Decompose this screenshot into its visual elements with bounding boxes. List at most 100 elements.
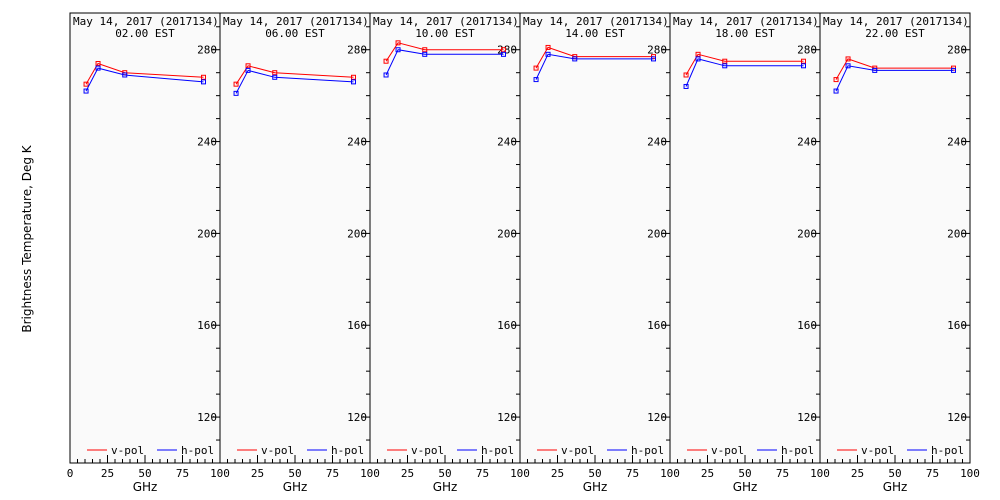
- y-tick-label: 120: [947, 411, 967, 424]
- data-point-v-pol: [683, 72, 689, 78]
- x-tick-label: 50: [288, 467, 301, 480]
- panel-time: 14.00 EST: [565, 27, 625, 40]
- data-point-h-pol: [383, 72, 389, 78]
- y-tick-label: 280: [797, 44, 817, 57]
- x-axis-label: GHz: [433, 480, 458, 494]
- data-point-h-pol: [272, 74, 278, 80]
- x-axis-label: GHz: [583, 480, 608, 494]
- data-point-v-pol: [533, 65, 539, 71]
- plot-frame: [669, 12, 821, 464]
- panel-time: 22.00 EST: [865, 27, 925, 40]
- data-point-v-pol: [272, 70, 278, 76]
- series-line-h-pol: [535, 53, 654, 80]
- x-tick-label: 50: [138, 467, 151, 480]
- y-tick-label: 280: [197, 44, 217, 57]
- x-tick-label: 50: [588, 467, 601, 480]
- plot-frame: [519, 12, 671, 464]
- series-line-h-pol: [85, 67, 204, 92]
- x-axis-label: GHz: [133, 480, 158, 494]
- x-axis-label: GHz: [733, 480, 758, 494]
- legend-label-h-pol: h-pol: [631, 444, 664, 457]
- y-tick-label: 200: [347, 227, 367, 240]
- data-point-h-pol: [395, 47, 401, 53]
- x-tick-label: 100: [510, 467, 530, 480]
- y-tick-label: 160: [347, 319, 367, 332]
- plot-frame: [369, 12, 521, 464]
- y-tick-label: 120: [197, 411, 217, 424]
- data-point-h-pol: [83, 88, 89, 94]
- y-tick-label: 240: [947, 136, 967, 149]
- x-tick-label: 75: [476, 467, 489, 480]
- data-point-v-pol: [845, 56, 851, 62]
- y-tick-label: 280: [347, 44, 367, 57]
- plot-frame: [69, 12, 221, 464]
- panel-time: 06.00 EST: [265, 27, 325, 40]
- y-tick-label: 280: [647, 44, 667, 57]
- data-point-h-pol: [951, 67, 956, 73]
- y-tick-label: 160: [197, 319, 217, 332]
- legend-label-v-pol: v-pol: [711, 444, 744, 457]
- data-point-h-pol: [422, 51, 428, 57]
- series-line-h-pol: [685, 58, 804, 87]
- x-tick-label: 75: [776, 467, 789, 480]
- data-point-h-pol: [801, 63, 806, 69]
- y-tick-label: 200: [797, 227, 817, 240]
- panel-2: May 14, 2017 (2017134)06.00 EST 120 160 200…: [219, 12, 380, 494]
- y-tick-label: 240: [197, 136, 217, 149]
- y-axis-label: Brightness Temperature, Deg K: [20, 144, 34, 332]
- data-point-h-pol: [501, 51, 506, 57]
- panel-6: May 14, 2017 (2017134)22.00 EST 120 160 200…: [819, 12, 980, 494]
- x-tick-label: 50: [438, 467, 451, 480]
- data-point-h-pol: [695, 56, 701, 62]
- x-tick-label: 25: [251, 467, 264, 480]
- x-tick-label: 25: [551, 467, 564, 480]
- legend-label-v-pol: v-pol: [861, 444, 894, 457]
- legend-label-v-pol: v-pol: [411, 444, 444, 457]
- panel-5: May 14, 2017 (2017134)18.00 EST 120 160 200…: [669, 12, 830, 494]
- y-tick-label: 160: [947, 319, 967, 332]
- y-tick-label: 200: [197, 227, 217, 240]
- series-line-v-pol: [685, 53, 804, 76]
- panel-date: May 14, 2017 (2017134): [523, 15, 669, 28]
- y-tick-label: 120: [497, 411, 517, 424]
- y-tick-label: 200: [947, 227, 967, 240]
- legend-label-h-pol: h-pol: [931, 444, 964, 457]
- data-point-v-pol: [233, 81, 239, 87]
- data-point-v-pol: [383, 58, 389, 64]
- x-tick-label: 0: [67, 467, 74, 480]
- data-point-v-pol: [833, 77, 839, 83]
- legend-label-h-pol: h-pol: [781, 444, 814, 457]
- plot-frame: [219, 12, 371, 464]
- plot-frame: [819, 12, 971, 464]
- data-point-v-pol: [422, 47, 428, 53]
- y-tick-label: 240: [647, 136, 667, 149]
- x-tick-label: 50: [738, 467, 751, 480]
- data-point-v-pol: [95, 61, 101, 67]
- x-tick-label: 25: [701, 467, 714, 480]
- data-point-h-pol: [722, 63, 728, 69]
- x-tick-label: 75: [926, 467, 939, 480]
- data-point-v-pol: [545, 44, 551, 50]
- y-tick-label: 240: [797, 136, 817, 149]
- series-line-h-pol: [385, 49, 504, 76]
- x-tick-label: 100: [810, 467, 830, 480]
- data-point-v-pol: [83, 81, 89, 87]
- y-tick-label: 160: [647, 319, 667, 332]
- data-point-v-pol: [351, 74, 356, 80]
- y-tick-label: 200: [497, 227, 517, 240]
- series-line-v-pol: [235, 65, 354, 85]
- y-tick-label: 240: [497, 136, 517, 149]
- panel-time: 02.00 EST: [115, 27, 175, 40]
- y-tick-label: 160: [497, 319, 517, 332]
- panel-date: May 14, 2017 (2017134): [823, 15, 969, 28]
- legend-label-v-pol: v-pol: [561, 444, 594, 457]
- data-point-v-pol: [395, 40, 401, 46]
- y-tick-label: 120: [347, 411, 367, 424]
- panel-1: May 14, 2017 (2017134)02.00 EST 120 160 200…: [67, 12, 230, 494]
- series-line-h-pol: [835, 65, 954, 92]
- x-tick-label: 75: [626, 467, 639, 480]
- data-point-h-pol: [683, 83, 689, 89]
- panel-3: May 14, 2017 (2017134)10.00 EST 120 160 200…: [369, 12, 530, 494]
- x-axis-label: GHz: [283, 480, 308, 494]
